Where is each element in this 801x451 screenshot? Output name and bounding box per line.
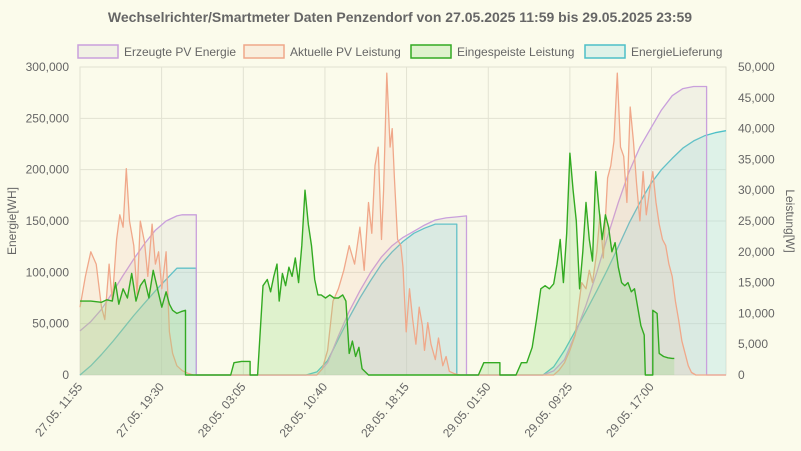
- y-tick-label-left: 150,000: [26, 214, 70, 228]
- x-tick-label: 27.05. 19:30: [113, 380, 167, 440]
- y-tick-label-right: 5,000: [738, 337, 768, 351]
- y-tick-label-left: 300,000: [26, 60, 70, 74]
- x-axis: 27.05. 11:55 27.05. 19:30 28.05. 03:05 28.0…: [32, 380, 657, 440]
- legend-item-2[interactable]: Aktuelle PV Leistung: [243, 44, 401, 59]
- y-tick-label-left: 0: [62, 368, 69, 382]
- right-axis: 50,000 45,000 40,000 35,000 30,000 25,000 20,0…: [738, 60, 775, 382]
- left-axis: 300,000 250,000 200,000 150,000 100,000 50,00…: [26, 60, 70, 382]
- x-tick-label: 28.05. 10:40: [277, 380, 331, 440]
- series-area-4: [80, 130, 726, 375]
- y-tick-label-right: 40,000: [738, 122, 775, 136]
- y-tick-label-left: 50,000: [32, 317, 69, 331]
- series-line-2: [79, 72, 726, 376]
- series-area-2: [80, 73, 726, 375]
- legend-swatch: [77, 44, 119, 59]
- y-tick-label-right: 0: [738, 368, 745, 382]
- y-axis-label-left: Energie[WH]: [5, 187, 19, 255]
- x-tick-label: 29.05. 01:50: [440, 380, 494, 440]
- x-tick-label: 29.05. 09:25: [522, 380, 576, 440]
- legend-label: Eingespeiste Leistung: [457, 45, 574, 59]
- x-tick-label: 28.05. 03:05: [195, 380, 249, 440]
- y-tick-label-right: 15,000: [738, 276, 775, 290]
- legend-swatch: [584, 44, 626, 59]
- series-line-1: [79, 85, 726, 376]
- legend-item-1[interactable]: Erzeugte PV Energie: [77, 44, 236, 59]
- y-tick-label-right: 45,000: [738, 91, 775, 105]
- series-line-3: [80, 152, 675, 376]
- x-tick-label: 27.05. 11:55: [32, 380, 85, 440]
- x-tick-label: 29.05. 17:00: [603, 380, 657, 440]
- y-tick-label-left: 100,000: [26, 265, 70, 279]
- y-tick-label-left: 250,000: [26, 111, 70, 125]
- y-tick-label-right: 50,000: [738, 60, 775, 74]
- y-tick-label-left: 200,000: [26, 163, 70, 177]
- series-area-3: [80, 153, 675, 375]
- series-area-1: [80, 86, 726, 375]
- grid: [79, 66, 727, 376]
- series-layer: [79, 72, 727, 376]
- legend-item-3[interactable]: Eingespeiste Leistung: [410, 44, 574, 59]
- legend-swatch: [243, 44, 285, 59]
- legend-item-4[interactable]: EnergieLieferung: [584, 44, 722, 59]
- y-tick-label-right: 10,000: [738, 306, 775, 320]
- chart-title: Wechselrichter/Smartmeter Daten Penzendo…: [108, 9, 692, 25]
- legend-label: EnergieLieferung: [631, 45, 722, 59]
- y-tick-label-right: 20,000: [738, 245, 775, 259]
- y-tick-label-right: 35,000: [738, 152, 775, 166]
- legend: Erzeugte PV Energie Aktuelle PV Leistung E…: [77, 44, 722, 59]
- legend-label: Erzeugte PV Energie: [124, 45, 236, 59]
- x-tick-label: 28.05. 18:15: [358, 380, 412, 440]
- y-tick-label-right: 25,000: [738, 214, 775, 228]
- y-axis-label-right: Leistung[W]: [783, 189, 797, 252]
- legend-label: Aktuelle PV Leistung: [290, 45, 401, 59]
- y-tick-label-right: 30,000: [738, 183, 775, 197]
- legend-swatch: [410, 44, 452, 59]
